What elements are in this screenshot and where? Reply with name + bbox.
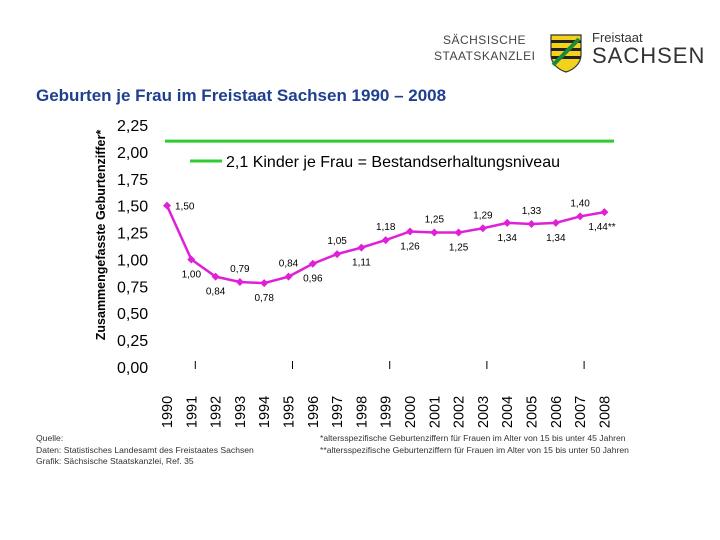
source-line: Daten: Statistisches Landesamt des Freis… <box>36 444 254 455</box>
source-line: Quelle: <box>36 433 64 443</box>
y-tick-label: 2,00 <box>117 145 148 162</box>
data-point <box>454 228 463 237</box>
logo-sachsen: SACHSEN <box>592 43 706 68</box>
data-label: 0,78 <box>254 293 274 304</box>
data-label: 1,44** <box>588 222 615 233</box>
data-point <box>478 224 487 233</box>
y-tick-label: 0,50 <box>117 306 148 323</box>
data-label: 1,34 <box>546 233 566 244</box>
x-tick-label: 1995 <box>282 396 298 428</box>
x-tick-label: 1996 <box>306 396 322 428</box>
x-tick-label: 1991 <box>184 396 200 428</box>
data-point <box>163 201 171 210</box>
source-line: Grafik: Sächsische Staatskanzlei, Ref. 3… <box>36 456 194 466</box>
source-notes: Quelle: Daten: Statistisches Landesamt d… <box>36 433 254 468</box>
data-label: 1,34 <box>497 233 517 244</box>
data-label: 0,79 <box>230 264 250 275</box>
data-point <box>333 250 342 259</box>
coat-of-arms-icon <box>550 34 582 73</box>
data-label: 0,84 <box>279 259 299 270</box>
y-tick-label: 1,50 <box>117 199 148 216</box>
x-tick-label: 2005 <box>525 396 541 428</box>
x-tick-label: 2002 <box>452 396 468 428</box>
x-tick-label: 2004 <box>500 396 516 428</box>
x-tick-label: 2007 <box>573 396 589 428</box>
chart-title: Geburten je Frau im Freistaat Sachsen 19… <box>36 86 447 105</box>
data-point <box>187 255 196 264</box>
data-label: 1,26 <box>400 241 420 252</box>
x-tick-label: 2008 <box>597 396 613 428</box>
data-point <box>527 219 536 228</box>
footnote-line: *altersspezifische Geburtenziffern für F… <box>320 433 626 443</box>
data-label: 1,11 <box>352 258 371 269</box>
data-label: 1,25 <box>425 215 445 226</box>
x-tick-label: 1993 <box>233 396 249 428</box>
data-label: 0,96 <box>303 274 323 285</box>
x-tick-label: 1997 <box>330 396 346 428</box>
y-tick-label: 0,75 <box>117 279 148 296</box>
sachsen-logo-text: Freistaat SACHSEN <box>592 30 705 67</box>
data-point <box>357 243 366 252</box>
data-label: 1,18 <box>376 222 396 233</box>
data-label: 1,33 <box>522 206 542 217</box>
data-label: 1,40 <box>570 198 590 209</box>
x-tick-label: 1990 <box>160 396 176 428</box>
data-point <box>406 227 414 236</box>
data-point <box>284 272 293 281</box>
data-point <box>430 228 439 237</box>
x-tick-label: 2003 <box>476 396 492 428</box>
data-point <box>235 278 244 287</box>
x-tick-label: 2006 <box>549 396 565 428</box>
y-axis-label: Zusammengefasste Geburtenziffer* <box>94 130 108 341</box>
data-point <box>211 272 220 281</box>
y-tick-label: 1,25 <box>117 226 148 243</box>
y-tick-label: 0,00 <box>117 360 148 377</box>
data-label: 1,00 <box>182 269 202 280</box>
x-tick-label: 1999 <box>379 396 395 428</box>
data-point <box>308 259 317 268</box>
data-point <box>503 218 512 227</box>
data-point <box>551 218 560 227</box>
footnote-line: **altersspezifische Geburtenziffern für … <box>320 444 629 455</box>
data-point <box>381 236 390 245</box>
data-label: 1,25 <box>449 243 469 254</box>
x-tick-label: 1994 <box>257 396 273 428</box>
x-tick-label: 1998 <box>354 396 370 428</box>
y-tick-label: 2,25 <box>117 118 148 135</box>
data-label: 1,05 <box>327 236 347 247</box>
x-tick-label: 1992 <box>209 396 225 428</box>
footnotes: *altersspezifische Geburtenziffern für F… <box>320 433 629 456</box>
data-label: 1,50 <box>175 202 195 213</box>
x-tick-label: 2000 <box>403 396 419 428</box>
data-label: 1,29 <box>473 210 493 221</box>
y-tick-label: 1,00 <box>117 252 148 269</box>
y-tick-label: 1,75 <box>117 172 148 189</box>
data-point <box>600 208 609 217</box>
data-point <box>576 212 585 221</box>
logo-freistaat: Freistaat <box>592 30 643 45</box>
y-tick-label: 0,25 <box>117 333 148 350</box>
x-tick-label: 2001 <box>427 396 443 428</box>
legend-label: 2,1 Kinder je Frau = Bestandserhaltungsn… <box>226 154 560 171</box>
data-point <box>260 279 269 288</box>
logo-line-1: SÄCHSISCHE <box>442 33 526 47</box>
staatskanzlei-logo-text: SÄCHSISCHE STAATSKANZLEI <box>434 32 536 64</box>
logo-line-2: STAATSKANZLEI <box>434 49 536 63</box>
data-label: 0,84 <box>206 287 226 298</box>
